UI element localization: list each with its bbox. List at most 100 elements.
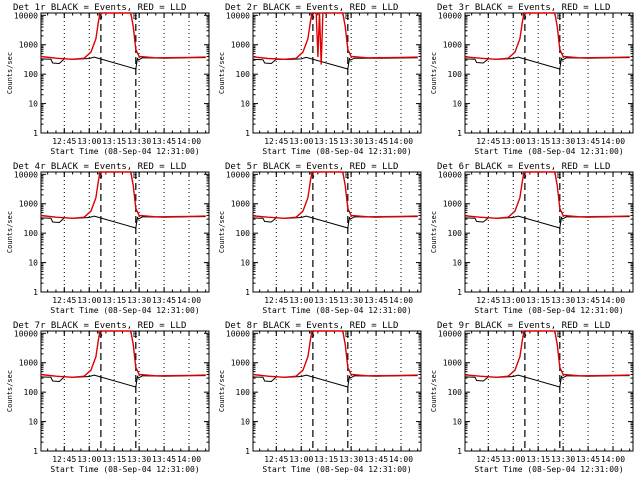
y-tick-label: 10 (452, 100, 462, 109)
x-tick-label: 12:45 (476, 296, 500, 305)
x-tick-label: 12:45 (476, 137, 500, 146)
marker-label-2: E (345, 330, 350, 339)
y-tick-label: 1 (33, 288, 38, 297)
y-tick-label: 1 (33, 447, 38, 456)
x-axis-label: Start Time (08-Sep-04 12:31:00) (50, 147, 199, 156)
series-line-lld (252, 330, 418, 378)
y-tick-label: 10000 (14, 329, 38, 338)
marker-label-1: S (522, 12, 527, 21)
y-tick-label: 100 (24, 388, 39, 397)
chart-title: Det 1r BLACK = Events, RED = LLD (13, 3, 186, 13)
y-tick-label: 1000 (19, 359, 38, 368)
y-tick-label: 10 (452, 259, 462, 268)
y-axis-label: Counts/sec (6, 52, 14, 94)
x-tick-label: 13:30 (127, 455, 151, 464)
chart-title: Det 8r BLACK = Events, RED = LLD (225, 321, 398, 331)
y-tick-label: 10000 (438, 329, 462, 338)
y-tick-label: 1 (245, 129, 250, 138)
marker-label-2: E (345, 12, 350, 21)
x-tick-label: 13:45 (152, 137, 176, 146)
y-tick-label: 100 (24, 70, 39, 79)
y-tick-label: 1000 (443, 359, 462, 368)
marker-label-1: S (522, 330, 527, 339)
x-axis-label: Start Time (08-Sep-04 12:31:00) (262, 465, 411, 474)
x-tick-label: 13:00 (289, 455, 313, 464)
chart-title: Det 2r BLACK = Events, RED = LLD (225, 3, 398, 13)
y-axis-label: Counts/sec (6, 211, 14, 253)
x-tick-label: 13:45 (364, 137, 388, 146)
y-axis-label: Counts/sec (218, 370, 226, 412)
x-axis-label: Start Time (08-Sep-04 12:31:00) (50, 465, 199, 474)
y-axis-label: Counts/sec (218, 52, 226, 94)
x-tick-label: 13:00 (501, 296, 525, 305)
y-tick-label: 100 (448, 70, 463, 79)
x-tick-label: 14:00 (601, 296, 625, 305)
marker-label-1: S (310, 171, 315, 180)
series-line-lld (464, 330, 630, 378)
x-axis-label: Start Time (08-Sep-04 12:31:00) (50, 306, 199, 315)
x-tick-label: 13:00 (77, 455, 101, 464)
x-tick-label: 12:45 (52, 455, 76, 464)
series-line-lld (252, 171, 418, 220)
y-tick-label: 10 (240, 100, 250, 109)
marker-label-2: E (133, 330, 138, 339)
y-tick-label: 100 (24, 229, 39, 238)
marker-label-1: S (98, 171, 103, 180)
plot-frame (464, 171, 634, 293)
x-tick-label: 14:00 (601, 455, 625, 464)
y-tick-label: 10000 (14, 11, 38, 20)
x-tick-label: 13:15 (314, 455, 338, 464)
x-tick-label: 13:15 (526, 137, 550, 146)
series-line-lld (40, 12, 206, 60)
chart-title: Det 4r BLACK = Events, RED = LLD (13, 162, 186, 172)
x-axis-label: Start Time (08-Sep-04 12:31:00) (474, 306, 623, 315)
y-axis-label: Counts/sec (430, 370, 438, 412)
y-tick-label: 100 (448, 388, 463, 397)
y-tick-label: 100 (236, 70, 251, 79)
chart-title: Det 7r BLACK = Events, RED = LLD (13, 321, 186, 331)
y-tick-label: 10000 (14, 170, 38, 179)
series-line-lld (40, 330, 206, 378)
x-tick-label: 13:30 (551, 455, 575, 464)
plot-frame (252, 12, 422, 134)
x-tick-label: 13:00 (289, 137, 313, 146)
series-line-lld (40, 171, 206, 220)
y-tick-label: 1000 (19, 200, 38, 209)
y-tick-label: 1 (245, 288, 250, 297)
y-tick-label: 100 (448, 229, 463, 238)
y-tick-label: 10 (28, 259, 38, 268)
marker-label-1: S (522, 171, 527, 180)
marker-label-2: E (133, 171, 138, 180)
marker-label-1: S (98, 330, 103, 339)
x-tick-label: 13:45 (364, 296, 388, 305)
x-tick-label: 13:30 (339, 455, 363, 464)
plot-frame (40, 171, 210, 293)
y-tick-label: 100 (236, 229, 251, 238)
x-axis-label: Start Time (08-Sep-04 12:31:00) (474, 147, 623, 156)
y-tick-label: 10 (240, 418, 250, 427)
plot-frame (252, 171, 422, 293)
y-tick-label: 10 (452, 418, 462, 427)
y-tick-label: 10000 (226, 170, 250, 179)
x-tick-label: 14:00 (389, 455, 413, 464)
marker-label-2: E (557, 12, 562, 21)
y-tick-label: 100 (236, 388, 251, 397)
marker-label-1: S (310, 12, 315, 21)
y-tick-label: 1000 (443, 41, 462, 50)
y-tick-label: 1 (457, 288, 462, 297)
plot-frame (464, 330, 634, 452)
x-tick-label: 13:00 (77, 137, 101, 146)
x-tick-label: 13:30 (339, 137, 363, 146)
x-tick-label: 12:45 (476, 455, 500, 464)
y-tick-label: 1000 (19, 41, 38, 50)
marker-label-1: S (98, 12, 103, 21)
